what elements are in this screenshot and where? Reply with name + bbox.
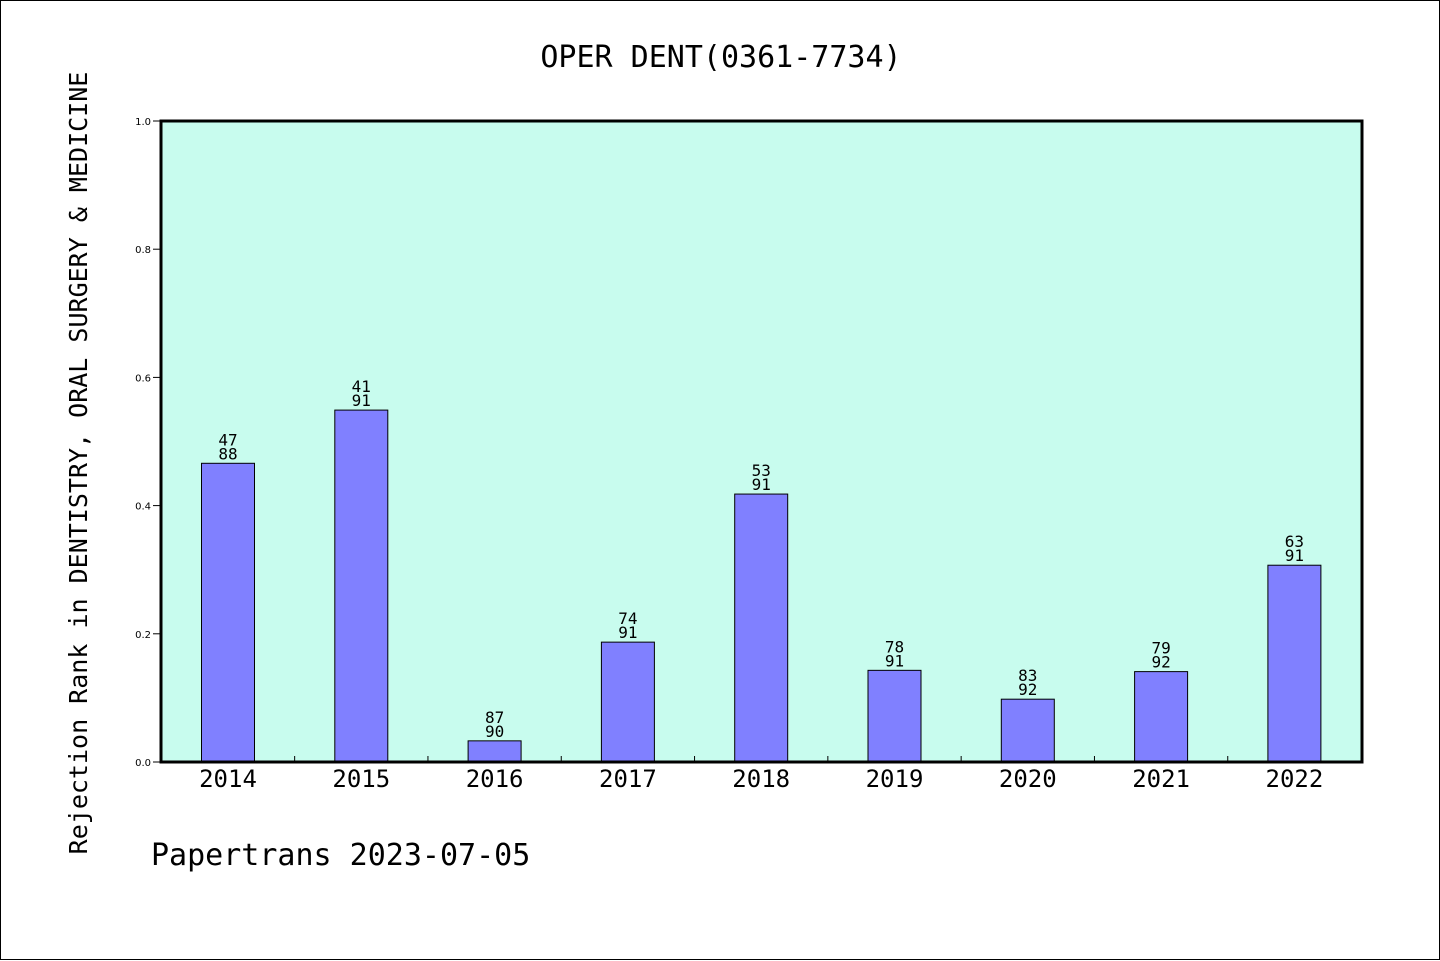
bar-total-label-2020: 92 xyxy=(1018,680,1037,699)
y-tick-label: 0.0 xyxy=(135,758,151,769)
bar-2020 xyxy=(1000,698,1055,763)
x-ticks-group: 2014 2015 2016 2017 2018 2019 2020 2021 2022 xyxy=(199,756,1323,793)
x-tick-label-2016: 2016 xyxy=(466,765,524,793)
chart-title: OPER DENT(0361-7734) xyxy=(540,40,901,75)
x-tick-label-2017: 2017 xyxy=(599,765,657,793)
bar-total-label-2022: 91 xyxy=(1285,546,1304,565)
footer-text: Papertrans 2023-07-05 xyxy=(151,838,530,873)
bar-total-label-2021: 92 xyxy=(1151,653,1170,672)
y-tick-label: 0.2 xyxy=(135,630,151,641)
bar-total-label-2017: 91 xyxy=(618,623,637,642)
bar-total-label-2018: 91 xyxy=(752,475,771,494)
bars-group xyxy=(201,409,1322,763)
bar-rank-label-2017: 74 xyxy=(618,609,637,628)
bar-2019 xyxy=(867,669,922,763)
bar-rank-label-2014: 47 xyxy=(218,430,237,449)
bar-rank-label-2015: 41 xyxy=(352,377,371,396)
x-tick-label-2018: 2018 xyxy=(732,765,790,793)
bar-2014 xyxy=(201,462,255,763)
bar-rank-label-2021: 79 xyxy=(1151,639,1170,658)
bar-2017 xyxy=(600,641,655,763)
bar-rank-label-2020: 83 xyxy=(1018,666,1037,685)
x-tick-label-2014: 2014 xyxy=(199,765,257,793)
bar-total-label-2016: 90 xyxy=(485,722,504,741)
y-tick-label: 1.0 xyxy=(135,117,151,128)
x-tick-label-2015: 2015 xyxy=(332,765,390,793)
bar-rank-label-2018: 53 xyxy=(752,461,771,480)
bar-rank-label-2019: 78 xyxy=(885,637,904,656)
y-axis-label: Rejection Rank in DENTISTRY, ORAL SURGER… xyxy=(64,72,93,855)
bar-total-label-2014: 88 xyxy=(218,444,237,463)
x-tick-label-2020: 2020 xyxy=(999,765,1057,793)
bar-rank-label-2016: 87 xyxy=(485,708,504,727)
plot-border xyxy=(159,119,1364,764)
x-tick-label-2021: 2021 xyxy=(1132,765,1190,793)
bar-2016 xyxy=(467,740,522,763)
bar-2021 xyxy=(1134,671,1189,763)
x-tick-label-2019: 2019 xyxy=(866,765,924,793)
y-tick-label: 0.8 xyxy=(135,245,151,256)
bar-rank-label-2022: 63 xyxy=(1285,532,1304,551)
x-tick-label-2022: 2022 xyxy=(1266,765,1324,793)
bar-2022 xyxy=(1267,564,1322,763)
y-tick-label: 0.4 xyxy=(135,502,151,513)
y-ticks-group: 0.0 0.2 0.4 0.6 0.8 1.0 xyxy=(135,117,161,769)
bar-total-label-2015: 91 xyxy=(352,391,371,410)
bar-2015 xyxy=(334,409,389,763)
bar-2018 xyxy=(734,493,789,763)
y-tick-label: 0.6 xyxy=(135,373,151,384)
bar-total-label-2019: 91 xyxy=(885,651,904,670)
